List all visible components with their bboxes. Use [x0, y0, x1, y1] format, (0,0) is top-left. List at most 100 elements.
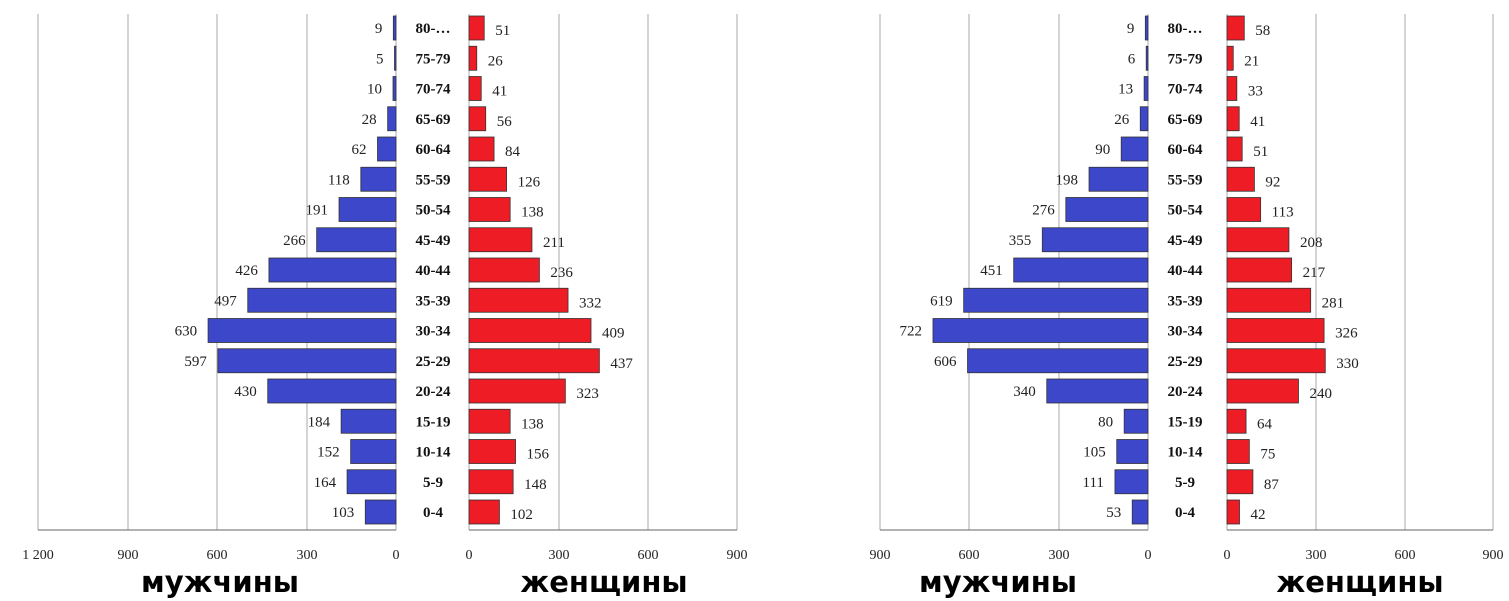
bar-male: [350, 439, 397, 464]
age-group-label: 55-59: [416, 172, 451, 188]
bar-male: [1145, 45, 1149, 71]
bar-female: [468, 318, 592, 343]
data-label-male: 105: [1083, 445, 1106, 461]
data-label-female: 332: [579, 295, 602, 311]
series-label-male: мужчины: [919, 565, 1077, 599]
data-label-male: 28: [362, 112, 377, 128]
data-label-male: 198: [1056, 172, 1079, 188]
bar-male: [1123, 408, 1149, 434]
bar-male: [346, 469, 397, 495]
data-label-female: 323: [576, 386, 599, 402]
bar-male: [268, 257, 397, 283]
x-tick-label-male: 900: [118, 548, 139, 563]
data-label-female: 51: [495, 23, 510, 39]
bar-female: [468, 197, 511, 222]
x-tick-label-female: 900: [1483, 548, 1504, 563]
age-group-label: 10-14: [1168, 445, 1203, 461]
x-tick-label-male: 600: [207, 548, 228, 563]
age-group-label: 5-9: [423, 475, 443, 491]
bar-male: [217, 348, 397, 374]
bar-male: [967, 348, 1149, 374]
data-label-male: 10: [367, 82, 382, 98]
data-label-male: 164: [314, 475, 337, 491]
data-label-female: 41: [1250, 114, 1265, 130]
bar-female: [468, 499, 500, 525]
age-group-label: 80-…: [416, 21, 451, 37]
bar-female: [1226, 166, 1255, 192]
series-label-male: мужчины: [141, 565, 299, 599]
data-label-male: 152: [317, 445, 340, 461]
age-group-label: 25-29: [416, 354, 451, 370]
bar-female: [468, 348, 600, 374]
x-tick-label-female: 600: [1395, 548, 1416, 563]
bar-male: [394, 45, 397, 71]
bar-female: [1226, 408, 1247, 434]
age-group-label: 20-24: [416, 384, 451, 400]
data-label-male: 340: [1013, 384, 1036, 400]
bar-female: [1226, 287, 1312, 313]
bar-male: [364, 499, 397, 525]
bar-male: [1139, 106, 1149, 132]
age-group-label: 5-9: [1175, 475, 1195, 491]
age-group-label: 0-4: [423, 505, 443, 521]
x-tick-label-female: 0: [466, 548, 473, 563]
bar-female: [1226, 378, 1299, 404]
age-group-label: 15-19: [416, 414, 451, 430]
bar-female: [468, 136, 495, 162]
bar-male: [1114, 469, 1149, 495]
age-group-label: 30-34: [416, 324, 451, 340]
bar-male: [207, 318, 397, 343]
age-group-label: 60-64: [1168, 142, 1203, 158]
data-label-male: 722: [899, 324, 922, 340]
series-label-female: женщины: [1276, 565, 1443, 599]
bar-female: [1226, 227, 1290, 253]
x-tick-label-female: 300: [549, 548, 570, 563]
data-label-female: 330: [1336, 356, 1359, 372]
bar-female: [468, 76, 482, 101]
data-label-female: 409: [602, 326, 625, 342]
data-label-female: 138: [521, 205, 544, 221]
data-label-female: 281: [1322, 295, 1345, 311]
data-label-female: 56: [497, 114, 513, 130]
age-group-label: 20-24: [1168, 384, 1203, 400]
data-label-female: 33: [1248, 84, 1263, 100]
age-group-label: 50-54: [1168, 203, 1203, 219]
data-label-male: 9: [375, 21, 383, 37]
bar-female: [468, 469, 514, 495]
data-label-female: 58: [1255, 23, 1270, 39]
data-label-male: 430: [234, 384, 257, 400]
data-label-male: 497: [214, 293, 237, 309]
age-group-label: 60-64: [416, 142, 451, 158]
bar-female: [468, 15, 485, 41]
x-tick-label-female: 300: [1306, 548, 1327, 563]
data-label-male: 53: [1106, 505, 1121, 521]
data-label-male: 103: [332, 505, 355, 521]
bar-male: [1046, 378, 1149, 404]
x-tick-label-male: 300: [297, 548, 318, 563]
bar-female: [1226, 136, 1243, 162]
data-label-female: 64: [1257, 416, 1273, 432]
bar-male: [338, 197, 397, 222]
data-label-female: 437: [610, 356, 633, 372]
age-group-label: 10-14: [416, 445, 451, 461]
bar-male: [377, 136, 397, 162]
bar-female: [1226, 106, 1240, 132]
age-group-label: 65-69: [1168, 112, 1203, 128]
data-label-female: 102: [510, 507, 533, 523]
bar-female: [1226, 439, 1250, 464]
age-group-label: 80-…: [1168, 21, 1203, 37]
x-tick-label-male: 900: [870, 548, 891, 563]
data-label-male: 191: [306, 203, 329, 219]
age-group-label: 75-79: [1168, 51, 1203, 67]
x-tick-label-female: 900: [727, 548, 748, 563]
data-label-female: 92: [1265, 174, 1280, 190]
data-label-female: 148: [524, 477, 547, 493]
bar-male: [340, 408, 397, 434]
age-group-label: 45-49: [416, 233, 451, 249]
data-label-female: 217: [1303, 265, 1326, 281]
data-label-female: 326: [1335, 326, 1358, 342]
bar-male: [392, 76, 397, 101]
bar-male: [1120, 136, 1149, 162]
data-label-female: 113: [1272, 205, 1294, 221]
